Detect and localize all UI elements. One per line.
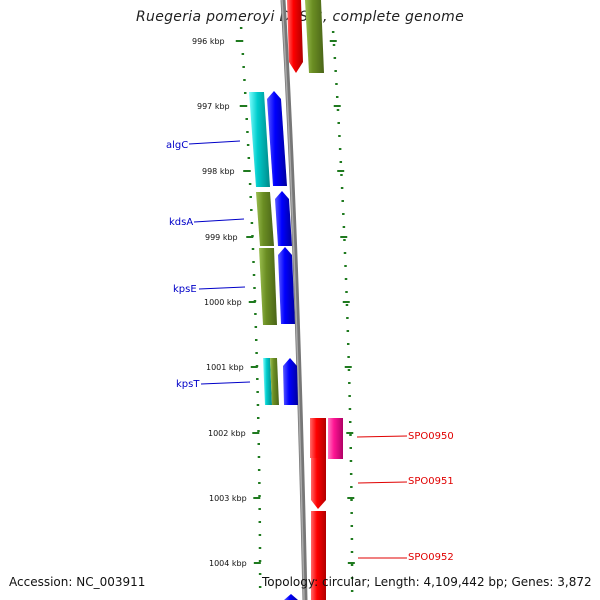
gene-kpsT[interactable] [270, 358, 279, 405]
gene-label-SPO0950[interactable]: SPO0950 [408, 431, 454, 442]
tick-label-996: 996 kbp [192, 37, 225, 46]
leader-kdsA [193, 218, 245, 223]
tick-label-1000: 1000 kbp [204, 298, 242, 307]
gene-SPO0952[interactable] [311, 511, 326, 600]
tick-label-1003: 1003 kbp [209, 494, 247, 503]
leader-kpsE [198, 286, 246, 290]
gene-kdsA[interactable] [256, 192, 274, 246]
gene-label-kpsE[interactable]: kpsE [173, 284, 197, 295]
gene-SPO0950[interactable] [310, 418, 326, 458]
leader-algC [188, 140, 241, 145]
gene-label-kdsA[interactable]: kdsA [169, 217, 193, 228]
gene-pink[interactable] [328, 418, 343, 459]
genome-backbone [280, 0, 308, 600]
gene-label-algC[interactable]: algC [166, 140, 188, 151]
gene-SPO0951[interactable] [311, 458, 326, 509]
genome-stats-text: Topology: circular; Length: 4,109,442 bp… [262, 575, 592, 589]
accession-text: Accession: NC_003911 [9, 575, 146, 589]
tick-marks-right [331, 31, 354, 592]
gene-red-top[interactable] [287, 0, 303, 73]
tick-marks-major [235, 40, 355, 564]
leader-SPO0951 [357, 481, 408, 484]
gene-blue-3[interactable] [278, 247, 295, 324]
tick-label-997: 997 kbp [197, 102, 230, 111]
leader-kpsT [200, 381, 251, 385]
tick-label-1001: 1001 kbp [206, 363, 244, 372]
tick-label-1002: 1002 kbp [208, 429, 246, 438]
gene-blue-2[interactable] [275, 191, 292, 246]
gene-kpsE[interactable] [259, 248, 277, 325]
gene-blue-bottom[interactable] [284, 594, 298, 600]
tick-label-999: 999 kbp [205, 233, 238, 242]
gene-olive-top[interactable] [305, 0, 324, 73]
gene-blue-1[interactable] [267, 91, 287, 186]
tick-label-998: 998 kbp [202, 167, 235, 176]
gene-label-kpsT[interactable]: kpsT [176, 379, 200, 390]
tick-label-1004: 1004 kbp [209, 559, 247, 568]
gene-kpsT-cyan[interactable] [263, 358, 272, 405]
gene-algC[interactable] [249, 92, 270, 187]
gene-label-SPO0951[interactable]: SPO0951 [408, 476, 454, 487]
leader-SPO0950 [356, 435, 408, 438]
gene-blue-4[interactable] [283, 358, 298, 405]
gene-label-SPO0952[interactable]: SPO0952 [408, 552, 454, 563]
